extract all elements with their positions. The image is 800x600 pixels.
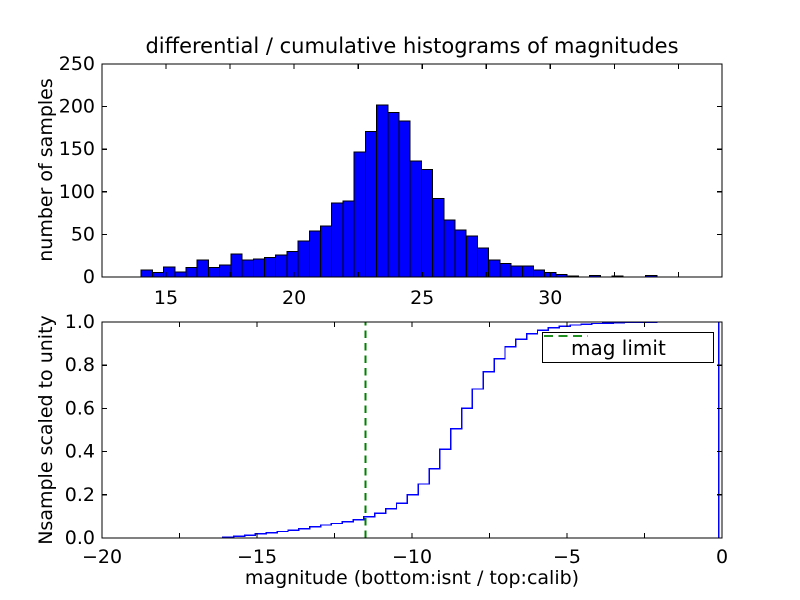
histogram-bar [432, 198, 445, 278]
histogram-bar [454, 229, 467, 278]
top-y-tick-label: 200 [59, 96, 95, 118]
histogram-bar [264, 256, 277, 278]
chart-title: differential / cumulative histograms of … [145, 34, 679, 58]
histogram-bar [252, 258, 266, 278]
histogram-bar [409, 160, 422, 278]
histogram-bar [465, 235, 478, 278]
bottom-x-tick-label: 0 [716, 546, 728, 568]
top-y-tick-label: 50 [71, 223, 95, 245]
histogram-bar [488, 259, 501, 278]
histogram-bar [308, 230, 321, 278]
histogram-bar [420, 169, 434, 278]
histogram-bar [398, 120, 411, 278]
bottom-y-tick-label: 1.0 [65, 311, 95, 333]
top-y-tick-label: 0 [83, 266, 95, 288]
bottom-y-tick-label: 0.4 [65, 441, 95, 463]
histogram-bar [196, 259, 209, 278]
mag-limit-dash-sample [544, 335, 588, 337]
histogram-bar [320, 225, 333, 278]
histogram-bar [297, 240, 310, 278]
histogram-bar [185, 267, 198, 278]
top-y-tick-label: 150 [59, 138, 95, 160]
histogram-bar [331, 202, 344, 278]
top-x-tick-label: 30 [538, 287, 562, 309]
bottom-x-tick-label: −20 [82, 546, 122, 568]
histogram-bar [342, 200, 355, 278]
top-x-tick-label: 15 [154, 287, 178, 309]
histogram-bar [140, 269, 153, 278]
histogram-bar [163, 266, 176, 278]
top-y-tick-label: 100 [59, 181, 95, 203]
bottom-y-tick-label: 0.2 [65, 484, 95, 506]
histogram-bar [533, 269, 546, 278]
histogram-bar [230, 253, 243, 278]
bottom-y-axis-label: Nsample scaled to unity [35, 315, 57, 545]
bottom-y-tick-label: 0.8 [65, 354, 95, 376]
bottom-x-tick-label: −10 [392, 546, 432, 568]
histogram-bar [241, 259, 254, 278]
top-y-axis-label: number of samples [35, 78, 57, 262]
top-x-tick-label: 25 [410, 287, 434, 309]
histogram-bar [499, 262, 512, 278]
histogram-bar [477, 247, 490, 278]
bottom-x-tick-label: −5 [553, 546, 581, 568]
bottom-x-tick-label: −15 [237, 546, 277, 568]
histogram-bar [286, 250, 299, 278]
histogram-bar [208, 267, 221, 278]
histogram-bar [510, 265, 523, 278]
histogram-bar [443, 219, 456, 278]
legend-label: mag limit [571, 335, 666, 360]
bottom-y-tick-label: 0.0 [65, 527, 95, 549]
top-x-tick-label: 20 [282, 287, 306, 309]
cumulative-curve [102, 321, 720, 539]
x-axis-label: magnitude (bottom:isnt / top:calib) [244, 567, 580, 589]
histogram-bar [387, 112, 400, 278]
histogram-bar [219, 264, 232, 278]
bottom-y-tick-label: 0.6 [65, 397, 95, 419]
top-y-tick-label: 250 [59, 53, 95, 75]
histogram-bar [521, 265, 534, 278]
legend: mag limit [542, 332, 714, 363]
histogram-bar [364, 130, 378, 278]
histogram-bar [376, 104, 389, 278]
histogram-bar [353, 151, 366, 278]
histogram-bar [275, 254, 288, 278]
top-plot-frame [101, 63, 723, 278]
histogram-bar [174, 271, 187, 278]
